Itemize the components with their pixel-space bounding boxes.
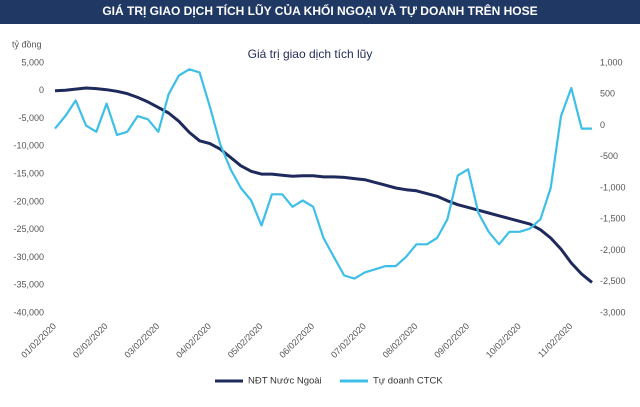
x-tick-label: 06/02/2020 — [277, 321, 316, 360]
y2-tick-label: -3,000 — [600, 307, 626, 317]
y2-tick-label: -500 — [600, 151, 618, 161]
y-axis-label: tỷ đồng — [12, 39, 42, 49]
y-tick-label: -15,000 — [13, 168, 44, 178]
banner-title: GIÁ TRỊ GIAO DỊCH TÍCH LŨY CỦA KHỐI NGOẠ… — [102, 3, 537, 18]
y-tick-label: -10,000 — [13, 141, 44, 151]
x-tick-label: 03/02/2020 — [122, 321, 161, 360]
y-tick-label: -25,000 — [13, 224, 44, 234]
y-tick-label: 5,000 — [21, 57, 44, 67]
y2-tick-label: 0 — [600, 120, 605, 130]
x-tick-label: 09/02/2020 — [432, 321, 471, 360]
y2-tick-label: -2,000 — [600, 245, 626, 255]
legend-label: NĐT Nước Ngoài — [248, 376, 322, 387]
chart-title: Giá trị giao dịch tích lũy — [248, 47, 373, 61]
y-tick-label: -30,000 — [13, 252, 44, 262]
series-line — [54, 68, 592, 280]
legend-label: Tự doanh CTCK — [373, 376, 443, 387]
x-tick-label: 05/02/2020 — [226, 321, 265, 360]
banner-bg — [0, 0, 640, 24]
y2-tick-label: -2,500 — [600, 276, 626, 286]
x-tick-label: 02/02/2020 — [71, 321, 110, 360]
y-tick-label: -35,000 — [13, 280, 44, 290]
x-tick-label: 11/02/2020 — [536, 321, 574, 359]
y-tick-label: -5,000 — [18, 113, 44, 123]
x-tick-label: 08/02/2020 — [381, 321, 420, 360]
y2-tick-label: -1,000 — [600, 182, 626, 192]
x-tick-label: 04/02/2020 — [174, 321, 213, 360]
x-tick-label: 10/02/2020 — [484, 321, 523, 360]
y2-tick-label: 500 — [600, 89, 615, 99]
y-tick-label: -40,000 — [13, 307, 44, 317]
x-tick-label: 01/02/2020 — [19, 321, 58, 360]
series-line — [54, 86, 593, 284]
x-tick-label: 07/02/2020 — [329, 321, 368, 360]
y-tick-label: 0 — [39, 85, 44, 95]
y2-tick-label: 1,000 — [600, 57, 623, 67]
y2-tick-label: -1,500 — [600, 214, 626, 224]
y-tick-label: -20,000 — [13, 196, 44, 206]
